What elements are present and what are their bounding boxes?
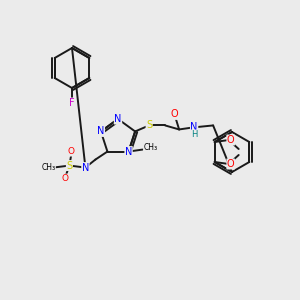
Text: N: N <box>125 147 132 157</box>
Text: N: N <box>97 126 105 136</box>
Text: H: H <box>191 130 197 139</box>
Text: O: O <box>68 147 75 156</box>
Text: S: S <box>66 160 73 171</box>
Text: CH₃: CH₃ <box>41 163 56 172</box>
Text: O: O <box>170 110 178 119</box>
Text: O: O <box>62 174 69 183</box>
Text: N: N <box>114 114 122 124</box>
Text: CH₃: CH₃ <box>143 143 158 152</box>
Text: S: S <box>146 120 152 130</box>
Text: O: O <box>227 135 235 145</box>
Text: N: N <box>82 163 89 172</box>
Text: O: O <box>227 159 235 169</box>
Text: F: F <box>69 98 75 108</box>
Text: N: N <box>190 122 198 132</box>
